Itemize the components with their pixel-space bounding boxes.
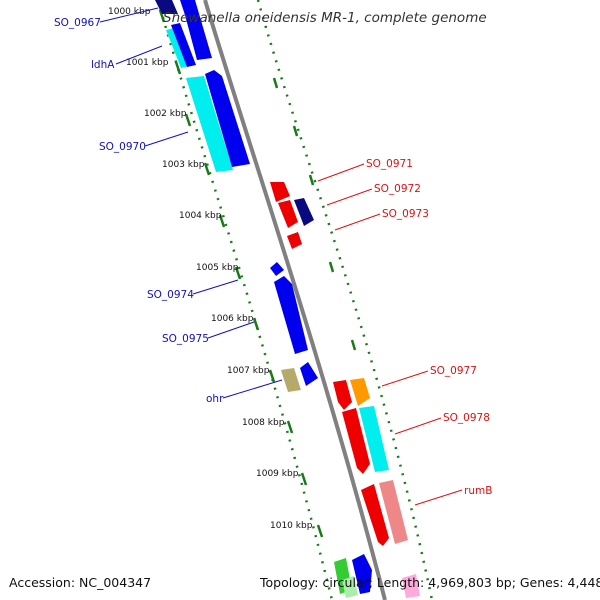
tick-label: 1007 kbp <box>227 366 270 376</box>
gene-so0967-block <box>155 0 178 14</box>
gene-label-so0971[interactable]: SO_0971 <box>366 158 413 170</box>
gene-so0973 <box>287 232 302 249</box>
left-gene-labels: SO_0967 ldhA SO_0970 SO_0974 SO_0975 ohr <box>54 7 283 405</box>
genome-info-label: Topology: circular; Length: 4,969,803 bp… <box>259 575 600 590</box>
gene-so0970-blue <box>205 70 250 167</box>
tick-label: 1003 kbp <box>162 160 205 170</box>
map-title: Shewanella oneidensis MR-1, complete gen… <box>163 10 487 26</box>
gene-so0972 <box>278 200 298 228</box>
gene-label-so0973[interactable]: SO_0973 <box>382 208 429 220</box>
tick-label: 1008 kbp <box>242 418 285 428</box>
gene-rumB-salmon <box>379 480 408 544</box>
tick-label: 1006 kbp <box>211 314 254 324</box>
gene-so0977-red <box>333 380 352 410</box>
tick-label: 1005 kbp <box>196 263 239 273</box>
tick-marks <box>158 9 324 538</box>
tick-label: 1009 kbp <box>256 469 299 479</box>
gene-so0971 <box>270 182 290 202</box>
gene-top-blue <box>180 0 212 60</box>
gene-ohr-blue <box>300 362 318 386</box>
gene-bottom-blue <box>352 554 372 594</box>
gene-label-so0974[interactable]: SO_0974 <box>147 289 194 301</box>
gene-so0970-cyan <box>186 76 233 172</box>
accession-label: Accession: NC_004347 <box>9 575 151 590</box>
tick-label: 1000 kbp <box>108 7 151 17</box>
gene-label-so0970[interactable]: SO_0970 <box>99 141 146 153</box>
gene-features <box>155 0 420 598</box>
gene-label-so0972[interactable]: SO_0972 <box>374 183 421 195</box>
tick-label: 1001 kbp <box>126 58 169 68</box>
gene-so0978-red <box>342 408 370 474</box>
gene-label-rumB[interactable]: rumB <box>464 485 492 497</box>
tick-label: 1002 kbp <box>144 109 187 119</box>
gene-label-so0977[interactable]: SO_0977 <box>430 365 477 377</box>
gene-so0972-navy <box>294 198 314 226</box>
gene-label-ldhA[interactable]: ldhA <box>91 59 115 71</box>
gene-ldhA-blue <box>171 23 196 67</box>
right-gene-labels: SO_0971 SO_0972 SO_0973 SO_0977 SO_0978 … <box>317 158 492 506</box>
backbone <box>203 0 387 600</box>
gene-label-so0975[interactable]: SO_0975 <box>162 333 209 345</box>
gene-so0974 <box>270 262 284 276</box>
tick-label: 1004 kbp <box>179 211 222 221</box>
gene-so0975 <box>274 276 308 354</box>
gene-label-ohr[interactable]: ohr <box>206 393 224 405</box>
gene-so0977-orange <box>350 378 370 406</box>
gene-bottom-lightgreen <box>342 576 358 598</box>
tick-labels: 1000 kbp 1001 kbp 1002 kbp 1003 kbp 1004… <box>108 7 313 531</box>
tick-label: 1010 kbp <box>270 521 313 531</box>
gene-ohr <box>281 368 301 392</box>
gene-label-so0967[interactable]: SO_0967 <box>54 17 101 29</box>
gene-so0978-cyan <box>359 406 389 472</box>
gene-label-so0978[interactable]: SO_0978 <box>443 412 490 424</box>
gene-rumB-red <box>361 484 389 546</box>
gene-bottom-pink <box>402 574 420 598</box>
